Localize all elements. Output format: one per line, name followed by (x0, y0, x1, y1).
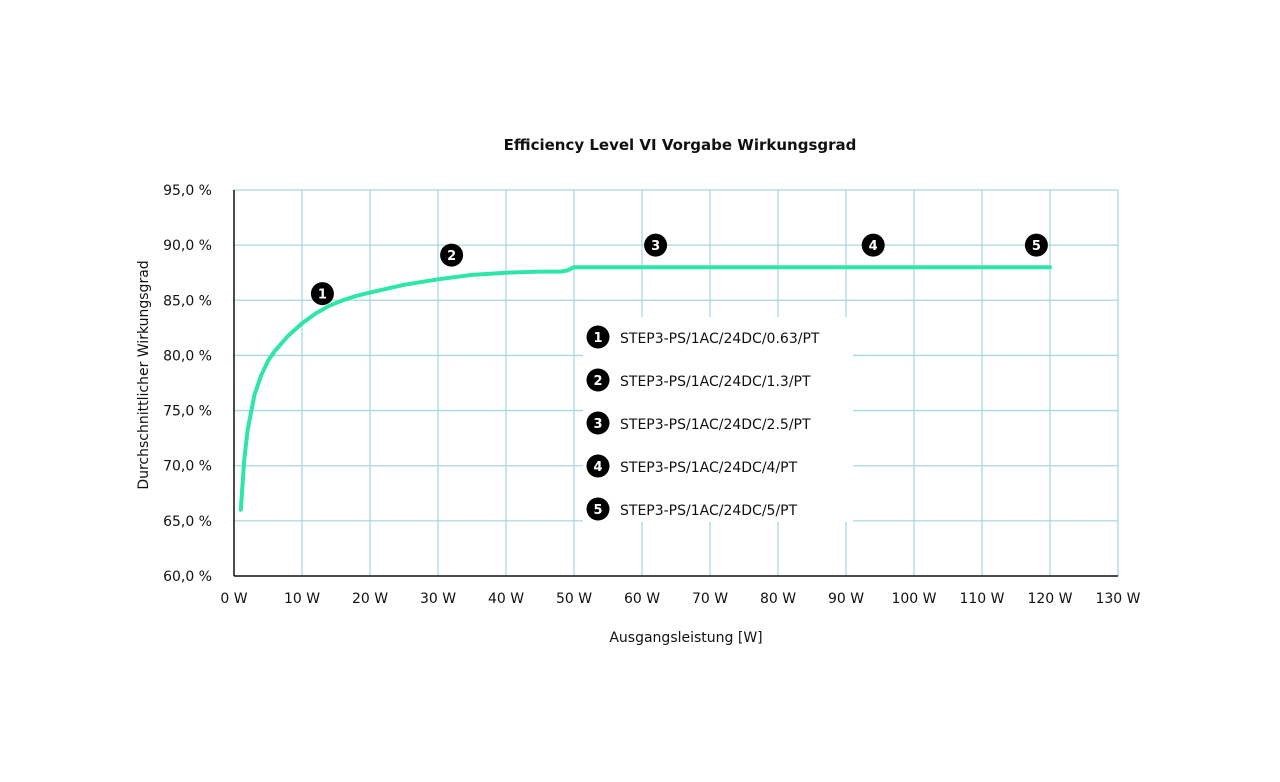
x-tick-label: 130 W (1095, 591, 1140, 607)
legend-number: 5 (593, 503, 602, 518)
marker-badge (310, 282, 334, 306)
marker-badge (440, 243, 464, 267)
marker-number: 2 (447, 249, 456, 264)
marker-number: 1 (318, 288, 327, 303)
marker-number: 4 (869, 239, 878, 254)
y-tick-label: 65,0 % (163, 514, 212, 530)
legend-number: 1 (593, 331, 602, 346)
marker-number: 5 (1032, 239, 1041, 254)
legend-badge (586, 497, 610, 521)
x-tick-label: 50 W (556, 591, 592, 607)
legend-badge (586, 368, 610, 392)
x-tick-label: 120 W (1027, 591, 1072, 607)
legend-background (583, 317, 853, 522)
chart-title: Efficiency Level VI Vorgabe Wirkungsgrad (504, 136, 857, 154)
x-tick-label: 40 W (488, 591, 524, 607)
legend-badge (586, 454, 610, 478)
legend-entry-label: STEP3-PS/1AC/24DC/1.3/PT (620, 374, 811, 390)
legend-number: 2 (593, 374, 602, 389)
x-tick-label: 110 W (959, 591, 1004, 607)
y-tick-label: 95,0 % (163, 183, 212, 199)
marker-badge (644, 233, 668, 257)
y-tick-label: 70,0 % (163, 459, 212, 475)
x-tick-label: 90 W (828, 591, 864, 607)
y-tick-label: 85,0 % (163, 293, 212, 309)
marker-badge (1024, 233, 1048, 257)
x-tick-label: 70 W (692, 591, 728, 607)
legend-badge (586, 325, 610, 349)
x-tick-label: 30 W (420, 591, 456, 607)
x-tick-label: 80 W (760, 591, 796, 607)
legend-number: 4 (593, 460, 602, 475)
y-tick-label: 80,0 % (163, 348, 212, 364)
series-group (238, 265, 1052, 512)
legend-number: 3 (593, 417, 602, 432)
legend-badge (586, 411, 610, 435)
legend-entry-label: STEP3-PS/1AC/24DC/5/PT (620, 503, 798, 519)
legend-entry-label: STEP3-PS/1AC/24DC/0.63/PT (620, 331, 820, 347)
legend: 1 STEP3-PS/1AC/24DC/0.63/PT 2 STEP3-PS/1AC/… (583, 317, 853, 522)
y-tick-label: 90,0 % (163, 238, 212, 254)
x-tick-label: 20 W (352, 591, 388, 607)
marker-number: 3 (651, 239, 660, 254)
axes (233, 190, 1118, 577)
y-tick-label: 60,0 % (163, 569, 212, 585)
x-tick-label: 0 W (220, 591, 247, 607)
marker-badge (861, 233, 885, 257)
x-axis-label: Ausgangsleistung [W] (609, 630, 762, 646)
series-line (238, 265, 1052, 512)
x-tick-labels: 0 W 10 W 20 W 30 W 40 W 50 W 60 W 70 W 80 W 90 W 1… (220, 591, 1140, 607)
legend-entry-label: STEP3-PS/1AC/24DC/2.5/PT (620, 417, 811, 433)
y-tick-labels: 60,0 % 65,0 % 70,0 % 75,0 % 80,0 % 85,0 % 90,0… (163, 183, 212, 585)
y-tick-label: 75,0 % (163, 404, 212, 420)
marker-group: 1 2 3 4 5 (310, 233, 1048, 306)
x-tick-label: 10 W (284, 591, 320, 607)
y-axis-label: Durchschnittlicher Wirkungsgrad (136, 260, 152, 489)
x-tick-label: 60 W (624, 591, 660, 607)
x-tick-label: 100 W (891, 591, 936, 607)
legend-entry-label: STEP3-PS/1AC/24DC/4/PT (620, 460, 798, 476)
